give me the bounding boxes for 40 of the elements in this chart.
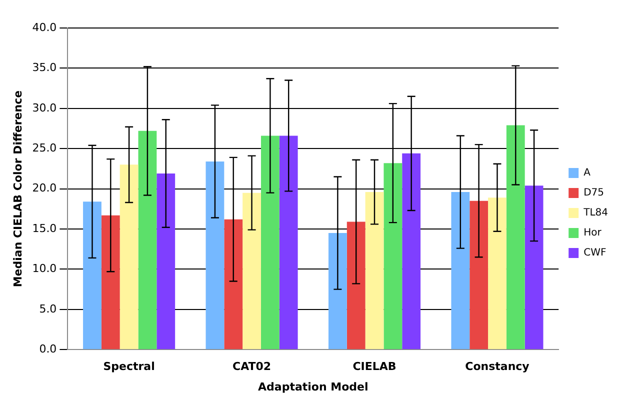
bar [506, 125, 525, 350]
y-tick-label: 40.0 [32, 20, 57, 34]
bar [402, 153, 421, 350]
y-tick-label: 15.0 [32, 222, 57, 235]
bar [206, 161, 224, 350]
bar [120, 164, 138, 350]
bar [470, 200, 488, 350]
bar [384, 163, 402, 350]
bar [524, 186, 544, 350]
legend-label: CWF [584, 248, 606, 259]
legend-label: D75 [584, 188, 604, 199]
y-tick-label: 35.0 [32, 61, 57, 74]
bar [346, 222, 366, 350]
y-tick-label: 30.0 [32, 101, 57, 114]
x-tick-label: Constancy [465, 360, 530, 374]
bar [156, 174, 176, 350]
bar [224, 219, 243, 350]
legend-label: TL84 [582, 208, 608, 219]
legend-label: Hor [584, 228, 602, 239]
bar [279, 136, 298, 350]
bar [101, 215, 120, 350]
bar [83, 202, 102, 350]
x-tick-label: CAT02 [232, 360, 272, 374]
y-tick-label: 20.0 [32, 182, 57, 195]
bar [365, 192, 384, 350]
bar [260, 136, 280, 350]
bar [451, 192, 470, 350]
y-tick-label: 5.0 [39, 302, 57, 316]
bar [242, 192, 261, 350]
legend-label: A [584, 168, 591, 179]
y-tick-label: 10.0 [32, 262, 57, 276]
bar [328, 233, 347, 350]
y-tick-label: 25.0 [32, 141, 57, 154]
y-tick-label: 0.0 [39, 342, 57, 356]
x-axis-title: Adaptation Model [258, 380, 368, 394]
x-tick-label: CIELAB [352, 360, 396, 374]
bar [488, 198, 506, 350]
x-tick-label: Spectral [103, 360, 155, 374]
y-axis-title: Median CIELAB Color Difference [11, 90, 24, 288]
bar [138, 130, 157, 350]
